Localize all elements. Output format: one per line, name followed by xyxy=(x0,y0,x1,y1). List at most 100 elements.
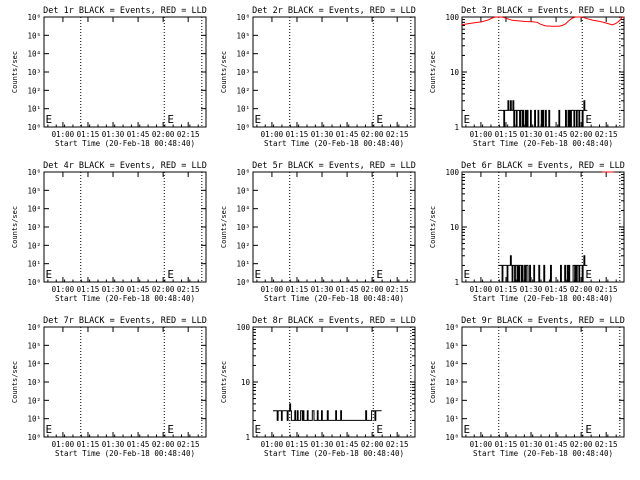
x-tick-label: 01:00 xyxy=(261,130,284,139)
x-tick-label: 02:15 xyxy=(595,285,618,294)
x-tick-label: 01:30 xyxy=(311,130,334,139)
x-tick-label: 01:30 xyxy=(520,130,543,139)
y-axis-label: Counts/sec xyxy=(429,361,437,403)
y-tick-label: 10⁵ xyxy=(27,186,41,195)
event-marker-E: E xyxy=(167,423,174,436)
y-tick-label: 10 xyxy=(450,223,460,232)
x-tick-label: 01:15 xyxy=(77,285,100,294)
x-tick-label: 01:15 xyxy=(286,130,309,139)
y-tick-label: 10⁰ xyxy=(236,123,250,132)
y-tick-label: 10¹ xyxy=(236,260,250,269)
y-axis-label: Counts/sec xyxy=(429,51,437,93)
x-tick-label: 01:00 xyxy=(52,285,75,294)
x-tick-label: 01:45 xyxy=(545,440,568,449)
detector-panel: Det 8r BLACK = Events, RED = LLD 1 10 100 01… xyxy=(220,316,416,458)
detector-panel: Det 7r BLACK = Events, RED = LLD 10⁰ 10¹ 10… xyxy=(11,316,207,458)
x-tick-label: 02:15 xyxy=(386,440,409,449)
x-tick-label: 02:00 xyxy=(361,440,384,449)
x-tick-label: 01:45 xyxy=(336,130,359,139)
event-marker-E: E xyxy=(585,423,592,436)
x-tick-label: 01:30 xyxy=(311,440,334,449)
y-tick-label: 10² xyxy=(445,396,459,405)
detector-panel: Det 2r BLACK = Events, RED = LLD 10⁰ 10¹ 10… xyxy=(220,6,416,148)
x-tick-label: 01:30 xyxy=(102,130,125,139)
y-tick-label: 10⁴ xyxy=(236,205,250,214)
x-axis-label: Start Time (20-Feb-18 00:48:40) xyxy=(264,139,404,148)
x-tick-label: 01:00 xyxy=(470,440,493,449)
event-marker-E: E xyxy=(464,423,471,436)
x-tick-label: 01:15 xyxy=(77,130,100,139)
detector-panel: Det 4r BLACK = Events, RED = LLD 10⁰ 10¹ 10… xyxy=(11,161,207,303)
x-tick-label: 01:45 xyxy=(127,285,150,294)
y-tick-label: 1 xyxy=(245,433,250,442)
panel-grid: Det 1r BLACK = Events, RED = LLD10⁰10¹10… xyxy=(11,6,625,458)
y-tick-label: 10² xyxy=(236,241,250,250)
y-tick-label: 10⁰ xyxy=(27,433,41,442)
panel-title: Det 5r BLACK = Events, RED = LLD xyxy=(252,161,416,171)
y-tick-label: 10⁵ xyxy=(236,31,250,40)
detector-panel: Det 1r BLACK = Events, RED = LLD 10⁰ 10¹ 10… xyxy=(11,6,207,148)
y-tick-label: 10⁴ xyxy=(27,360,41,369)
x-tick-label: 01:45 xyxy=(545,130,568,139)
panel-title: Det 2r BLACK = Events, RED = LLD xyxy=(252,6,416,16)
events-rate-line xyxy=(498,100,588,128)
y-tick-label: 10⁵ xyxy=(236,186,250,195)
x-tick-label: 01:45 xyxy=(127,440,150,449)
x-tick-label: 01:30 xyxy=(102,440,125,449)
x-tick-label: 01:00 xyxy=(52,130,75,139)
y-tick-label: 10² xyxy=(27,86,41,95)
y-tick-label: 10¹ xyxy=(236,105,250,114)
event-marker-E: E xyxy=(46,113,53,126)
y-tick-label: 10² xyxy=(27,396,41,405)
event-marker-E: E xyxy=(167,268,174,281)
lld-rate-line xyxy=(461,16,625,27)
y-tick-label: 10³ xyxy=(27,68,41,77)
y-tick-label: 10⁶ xyxy=(27,168,41,177)
y-tick-label: 10⁰ xyxy=(27,278,41,287)
panel-title: Det 3r BLACK = Events, RED = LLD xyxy=(461,6,625,16)
events-rate-line xyxy=(498,255,588,283)
event-marker-E: E xyxy=(46,423,53,436)
event-marker-E: E xyxy=(376,423,383,436)
event-marker-E: E xyxy=(46,268,53,281)
y-tick-label: 10⁶ xyxy=(27,13,41,22)
x-tick-label: 01:45 xyxy=(545,285,568,294)
event-marker-E: E xyxy=(464,268,471,281)
x-tick-label: 01:30 xyxy=(102,285,125,294)
x-axis-label: Start Time (20-Feb-18 00:48:40) xyxy=(473,139,613,148)
event-marker-E: E xyxy=(255,113,262,126)
event-marker-E: E xyxy=(255,268,262,281)
y-tick-label: 10⁴ xyxy=(27,205,41,214)
y-tick-label: 10⁰ xyxy=(236,278,250,287)
event-marker-E: E xyxy=(376,268,383,281)
panel-title: Det 6r BLACK = Events, RED = LLD xyxy=(461,161,625,171)
x-axis-label: Start Time (20-Feb-18 00:48:40) xyxy=(55,139,195,148)
event-marker-E: E xyxy=(464,113,471,126)
y-tick-label: 10¹ xyxy=(27,260,41,269)
x-tick-label: 01:00 xyxy=(261,285,284,294)
x-tick-label: 01:15 xyxy=(286,440,309,449)
y-tick-label: 10⁶ xyxy=(236,168,250,177)
x-tick-label: 02:00 xyxy=(570,130,593,139)
detector-panel: Det 3r BLACK = Events, RED = LLD 1 10 100 01… xyxy=(429,6,625,148)
x-tick-label: 02:15 xyxy=(177,440,200,449)
x-tick-label: 01:00 xyxy=(52,440,75,449)
y-tick-label: 10 xyxy=(450,68,460,77)
x-tick-label: 01:00 xyxy=(470,285,493,294)
x-tick-label: 02:00 xyxy=(152,285,175,294)
x-tick-label: 02:15 xyxy=(595,130,618,139)
event-marker-E: E xyxy=(585,113,592,126)
x-tick-label: 01:45 xyxy=(336,285,359,294)
x-tick-label: 02:00 xyxy=(361,130,384,139)
x-tick-label: 02:00 xyxy=(570,285,593,294)
x-tick-label: 01:00 xyxy=(261,440,284,449)
x-axis-label: Start Time (20-Feb-18 00:48:40) xyxy=(55,294,195,303)
x-tick-label: 01:30 xyxy=(311,285,334,294)
event-marker-E: E xyxy=(585,268,592,281)
panel-title: Det 4r BLACK = Events, RED = LLD xyxy=(43,161,207,171)
event-marker-E: E xyxy=(376,113,383,126)
y-tick-label: 10² xyxy=(27,241,41,250)
y-tick-label: 10 xyxy=(241,378,251,387)
y-tick-label: 10⁵ xyxy=(27,341,41,350)
